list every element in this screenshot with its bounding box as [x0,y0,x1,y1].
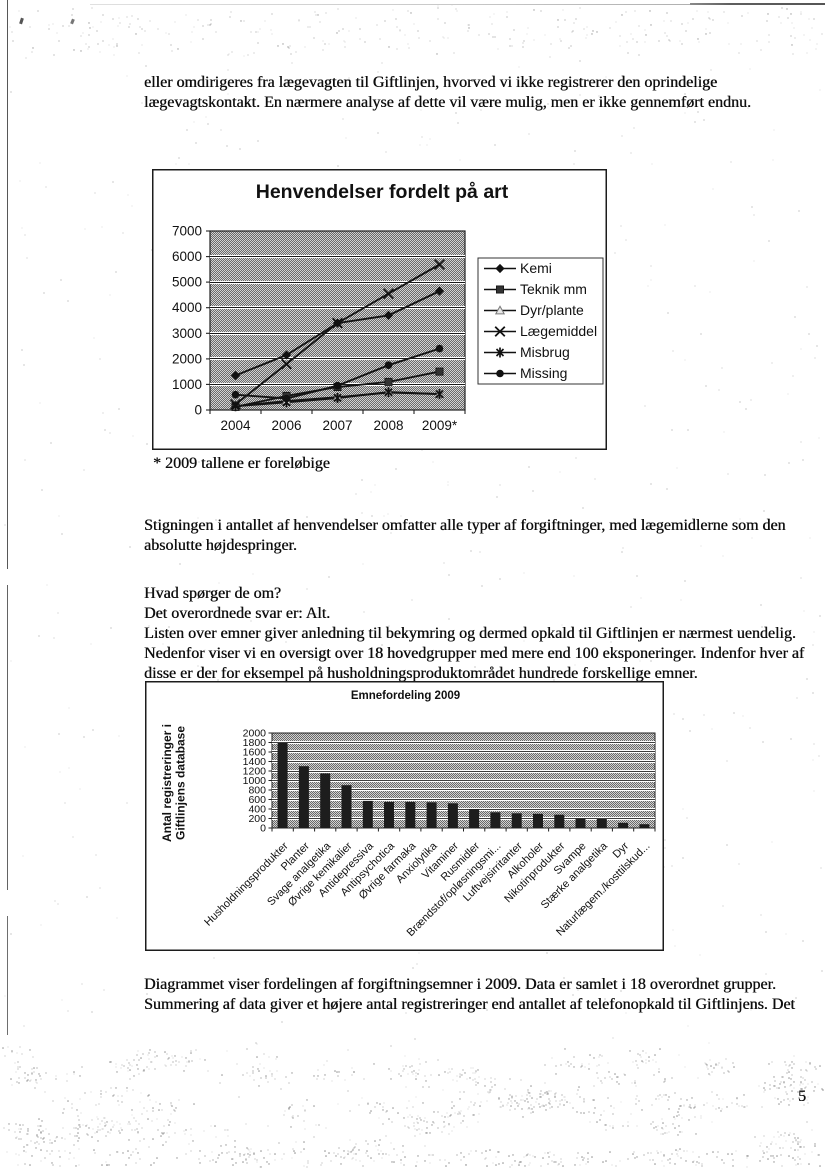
svg-text:2007: 2007 [322,418,352,433]
svg-text:Antal registreringer i: Antal registreringer i [160,724,174,842]
svg-text:0: 0 [194,403,202,418]
svg-text:1000: 1000 [243,775,267,787]
svg-text:Misbrug: Misbrug [520,344,570,360]
svg-text:1200: 1200 [243,766,267,778]
svg-text:1600: 1600 [243,747,267,759]
svg-text:2008: 2008 [373,418,403,433]
svg-text:1400: 1400 [243,756,267,768]
svg-text:2004: 2004 [220,418,251,433]
svg-text:Dyr/plante: Dyr/plante [520,302,584,318]
svg-text:800: 800 [248,785,266,797]
svg-text:Missing: Missing [520,365,567,381]
svg-text:200: 200 [248,813,266,825]
svg-text:7000: 7000 [172,224,202,239]
svg-text:600: 600 [248,794,266,806]
svg-text:2009*: 2009* [422,418,458,433]
svg-text:5000: 5000 [172,275,202,290]
svg-text:Kemi: Kemi [520,260,552,276]
svg-text:0: 0 [260,823,266,835]
svg-text:Teknik mm: Teknik mm [520,281,587,297]
svg-text:2000: 2000 [172,351,202,366]
svg-text:3000: 3000 [172,326,202,341]
svg-text:400: 400 [248,804,266,816]
svg-text:Emnefordeling 2009: Emnefordeling 2009 [351,690,460,702]
svg-text:1800: 1800 [243,737,267,749]
svg-text:6000: 6000 [172,249,202,264]
svg-text:1000: 1000 [172,377,202,392]
svg-text:2000: 2000 [243,728,267,740]
svg-text:Lægemiddel: Lægemiddel [520,323,597,339]
svg-text:Giftlinjens database: Giftlinjens database [174,726,188,840]
svg-text:4000: 4000 [172,300,202,315]
svg-text:Henvendelser fordelt på art: Henvendelser fordelt på art [256,180,509,203]
svg-text:2006: 2006 [271,418,301,433]
